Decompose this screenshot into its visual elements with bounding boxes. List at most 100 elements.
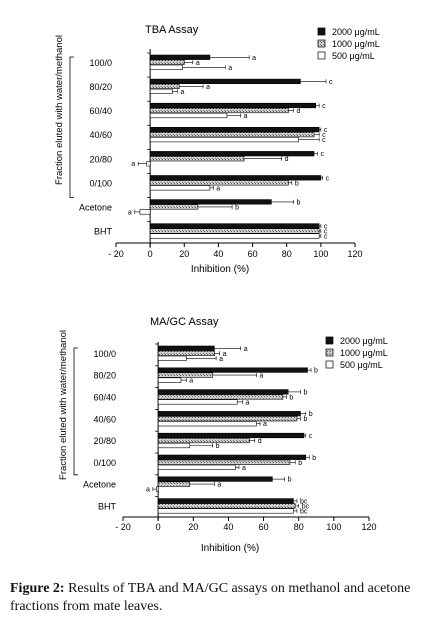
bar [156, 486, 159, 492]
x-tick-label: 40 [223, 522, 233, 532]
significance-label: b [298, 460, 302, 467]
bar [149, 137, 299, 143]
significance-label: a [131, 161, 135, 168]
bar [149, 88, 173, 94]
bar [149, 185, 211, 191]
bar [157, 421, 257, 427]
significance-label: bc [300, 508, 308, 515]
bar [157, 442, 191, 449]
significance-label: a [244, 346, 248, 353]
significance-label: bc [300, 498, 308, 505]
bar [149, 233, 320, 239]
bar [157, 389, 289, 395]
x-tick-label: 120 [361, 522, 376, 532]
significance-label: b [312, 455, 316, 462]
category-label: 60/40 [93, 393, 116, 403]
x-tick-label: 40 [213, 249, 223, 259]
category-label: 80/20 [93, 371, 116, 381]
x-tick-label: - 20 [108, 249, 124, 259]
bar [157, 355, 187, 361]
bar [157, 481, 191, 487]
bar [157, 416, 298, 422]
bar [149, 112, 228, 119]
significance-label: bc [302, 503, 310, 510]
category-label: 100/0 [89, 58, 112, 68]
bar [157, 503, 296, 509]
legend-label: 2000 μg/mL [332, 27, 380, 37]
significance-label: a [196, 60, 200, 67]
bar [157, 476, 273, 482]
significance-label: b [303, 416, 307, 423]
figure-caption: Figure 2: Results of TBA and MA/GC assay… [10, 580, 420, 616]
significance-label: c [322, 103, 326, 110]
caption-text: Results of TBA and MA/GC assays on metha… [10, 581, 411, 614]
bar [149, 175, 322, 181]
significance-label: c [322, 137, 326, 144]
category-label: Acetone [79, 203, 112, 213]
significance-label: b [216, 443, 220, 450]
y-axis-label: Fraction eluted with water/methanol [54, 35, 65, 185]
category-label: BHT [94, 227, 113, 237]
significance-label: a [216, 185, 220, 192]
category-label: 20/80 [93, 436, 116, 446]
x-tick-label: 20 [188, 522, 198, 532]
bar [157, 372, 213, 378]
category-label: 40/60 [89, 130, 112, 140]
x-tick-label: - 20 [115, 522, 131, 532]
significance-label: c [329, 79, 333, 86]
magc-assay-chart: MA/GC Assay - 20 0 20 40 60 80 100 120 Inhibition… [58, 316, 388, 554]
x-axis-label: Inhibition (%) [191, 264, 249, 275]
significance-label: c [324, 234, 328, 241]
bar [149, 64, 183, 70]
bar [157, 454, 307, 460]
significance-label: c [324, 127, 328, 134]
significance-label: a [180, 89, 184, 96]
bar [149, 204, 199, 210]
bar [149, 223, 320, 229]
bar [149, 127, 320, 133]
bar [146, 161, 151, 167]
significance-label: c [309, 433, 313, 440]
legend-swatch [325, 348, 334, 357]
bar [149, 102, 317, 109]
tba-assay-chart: TBA Assay - 20 0 20 40 60 80 100 120 Inhibition (… [54, 24, 380, 275]
y-axis-label: Fraction eluted with water/methanol [58, 330, 69, 480]
chart-title: TBA Assay [145, 24, 199, 36]
significance-label: c [324, 224, 328, 231]
bar [157, 399, 238, 405]
significance-label: a [242, 465, 246, 472]
significance-label: a [263, 421, 267, 428]
significance-label: a [244, 113, 248, 120]
significance-label: b [303, 389, 307, 396]
bar [139, 209, 151, 215]
significance-label: a [146, 487, 150, 494]
bar [149, 83, 180, 89]
significance-label: a [206, 84, 210, 91]
significance-label: b [289, 394, 293, 401]
bar [157, 367, 308, 373]
legend-swatch [317, 27, 326, 36]
bar [157, 508, 294, 514]
caption-label: Figure 2: [10, 581, 65, 596]
bar [157, 377, 182, 383]
significance-label: c [320, 151, 324, 158]
significance-label: a [245, 399, 249, 406]
significance-label: a [223, 351, 227, 358]
bar [149, 151, 315, 157]
legend-swatch [317, 39, 326, 48]
significance-label: a [128, 209, 132, 216]
significance-label: b [314, 368, 318, 375]
fraction-bracket [73, 347, 78, 476]
significance-label: a [260, 373, 264, 380]
bar [149, 54, 211, 60]
bar [157, 411, 301, 417]
legend-label: 1000 μg/mL [340, 348, 388, 358]
significance-label: b [309, 411, 313, 418]
bar [149, 107, 289, 114]
bar [157, 459, 291, 465]
bar [149, 199, 272, 205]
significance-label: d [285, 156, 289, 163]
x-tick-label: 60 [248, 249, 258, 259]
bar [157, 350, 215, 356]
